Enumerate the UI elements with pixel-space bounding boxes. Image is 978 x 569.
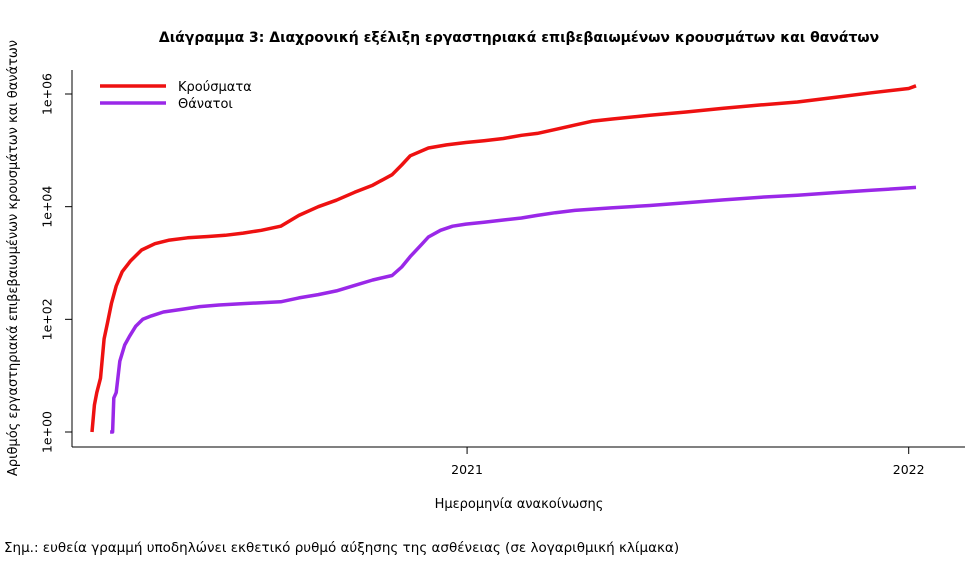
chart: Διάγραμμα 3: Διαχρονική εξέλιξη εργαστηρ… — [6, 30, 965, 512]
y-axis-label: Αριθμός εργαστηριακά επιβεβαιωμένων κρου… — [6, 40, 21, 476]
series-line-deaths — [110, 185, 917, 434]
y-axis-ticks: 1e+00 1e+02 1e+04 1e+06 — [40, 73, 72, 453]
series-layer — [90, 84, 917, 434]
legend-label-deaths: Θάνατοι — [178, 97, 233, 112]
y-tick-label: 1e+02 — [40, 298, 55, 340]
legend-label-cases: Κρούσματα — [178, 80, 252, 95]
y-tick-label: 1e+06 — [40, 73, 55, 115]
y-tick-label: 1e+00 — [40, 411, 55, 453]
x-tick-label: 2022 — [893, 462, 925, 477]
x-axis-ticks: 2021 2022 — [451, 447, 925, 477]
legend: Κρούσματα Θάνατοι — [100, 80, 252, 112]
chart-title: Διάγραμμα 3: Διαχρονική εξέλιξη εργαστηρ… — [159, 30, 879, 46]
x-axis-label: Ημερομηνία ανακοίνωσης — [435, 497, 604, 512]
y-tick-label: 1e+04 — [40, 186, 55, 228]
x-tick-label: 2021 — [451, 462, 483, 477]
footnote: Σημ.: ευθεία γραμμή υποδηλώνει εκθετικό … — [4, 540, 680, 556]
series-line-cases — [90, 84, 917, 433]
